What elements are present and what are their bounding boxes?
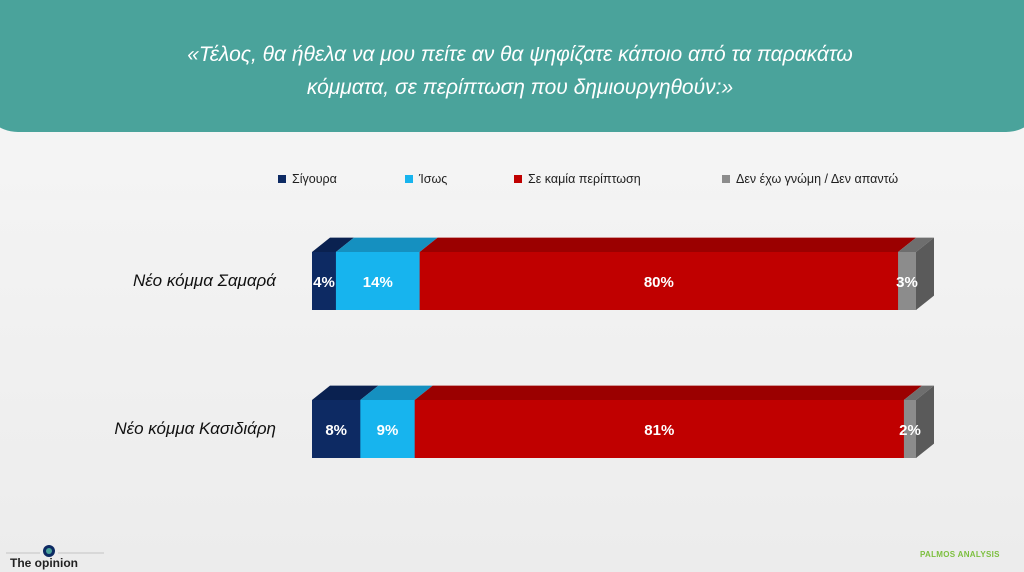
legend-swatch (278, 175, 286, 183)
bar-segment (335, 252, 421, 310)
legend-label: Δεν έχω γνώμη / Δεν απαντώ (736, 172, 899, 186)
header-banner (0, 0, 1024, 132)
chart-legend: Σίγουρα Ίσως Σε καμία περίπτωση Δεν έχω … (0, 172, 1024, 192)
bar-top-face (312, 237, 354, 252)
legend-swatch (405, 175, 413, 183)
the-opinion-logo-icon (6, 545, 104, 557)
legend-swatch (514, 175, 522, 183)
bar-top-face (419, 237, 917, 252)
legend-item-sigoura: Σίγουρα (278, 172, 337, 186)
data-label: 81% (644, 422, 674, 439)
bar-top-face (414, 385, 922, 400)
category-label: Νέο κόμμα Σαμαρά (133, 271, 277, 290)
legend-item-den-apanto: Δεν έχω γνώμη / Δεν απαντώ (722, 172, 898, 186)
bar-top-face (312, 385, 379, 400)
legend-item-kamia: Σε καμία περίπτωση (514, 172, 641, 186)
bar-segment (360, 400, 416, 458)
bar-side-face (916, 385, 934, 458)
bar-top-face (360, 385, 433, 400)
data-label: 3% (896, 274, 918, 291)
bar-top-face (335, 237, 438, 252)
bar-top-face (898, 237, 934, 252)
legend-label: Ίσως (419, 172, 448, 186)
brand-mark: PALMOS ANALYSIS (920, 550, 1000, 559)
bar-top-face (903, 385, 934, 400)
data-label: 2% (899, 422, 921, 439)
legend-item-isos: Ίσως (405, 172, 447, 186)
data-label: 9% (377, 422, 399, 439)
data-label: 14% (363, 274, 393, 291)
legend-swatch (722, 175, 730, 183)
bar-segment (414, 400, 905, 458)
legend-label: Σίγουρα (292, 172, 337, 186)
bar-segment (903, 400, 917, 458)
data-label: 4% (313, 274, 335, 291)
legend-label: Σε καμία περίπτωση (528, 172, 641, 186)
category-label: Νέο κόμμα Κασιδιάρη (114, 419, 276, 438)
data-label: 8% (325, 422, 347, 439)
footer-logo-text: The opinion (10, 556, 78, 570)
bar-side-face (916, 237, 934, 310)
bar-segment (312, 400, 361, 458)
bar-segment (898, 252, 917, 310)
bar-segment (419, 252, 899, 310)
page-title: «Τέλος, θα ήθελα να μου πείτε αν θα ψηφί… (187, 43, 853, 99)
bar-segment (312, 252, 337, 310)
data-label: 80% (644, 274, 674, 291)
